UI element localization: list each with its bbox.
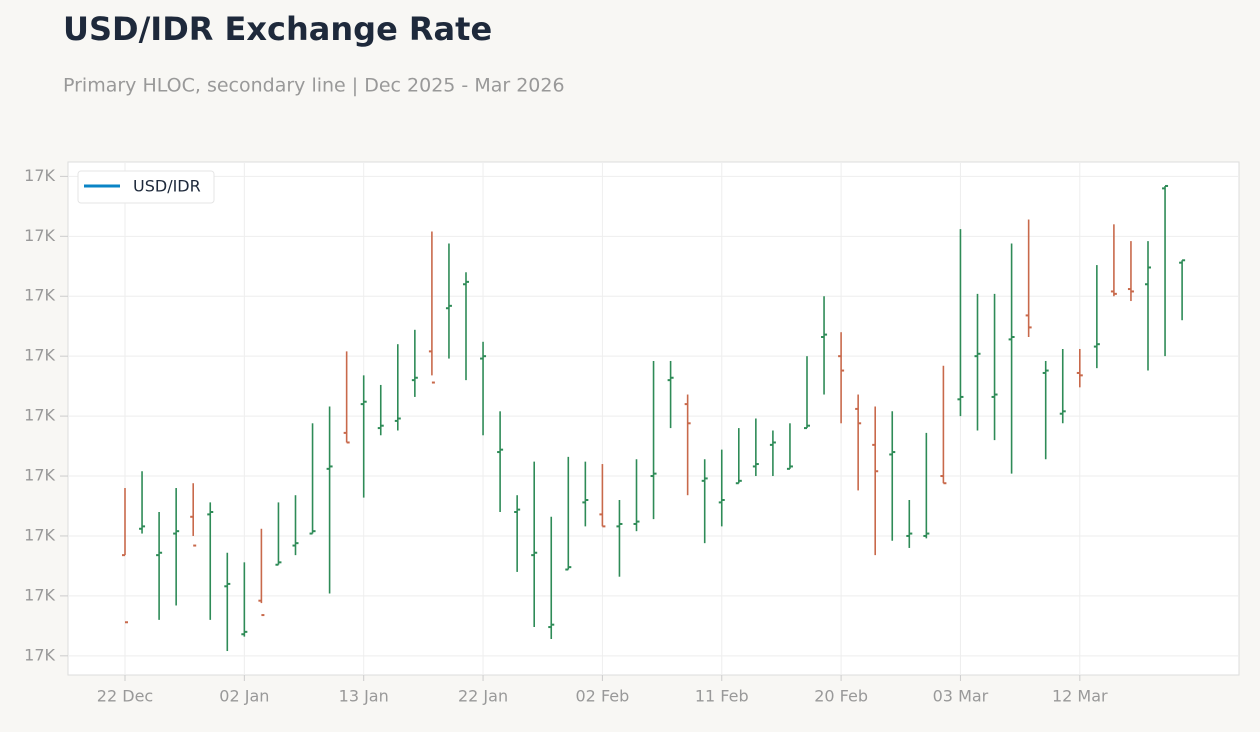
x-tick-label: 03 Mar [933,687,989,706]
chart-title: USD/IDR Exchange Rate [63,10,492,48]
y-tick-label: 17K [24,406,55,425]
y-tick-label: 17K [24,346,55,365]
x-tick-label: 12 Mar [1052,687,1108,706]
x-tick-label: 20 Feb [814,687,868,706]
x-tick-label: 02 Jan [219,687,269,706]
y-tick-label: 17K [24,466,55,485]
y-tick-label: 17K [24,286,55,305]
y-tick-label: 17K [24,645,55,664]
x-tick-label: 22 Jan [458,687,508,706]
x-tick-label: 22 Dec [97,687,153,706]
x-tick-label: 13 Jan [339,687,389,706]
y-tick-label: 17K [24,585,55,604]
x-tick-label: 11 Feb [695,687,749,706]
y-tick-label: 17K [24,166,55,185]
x-tick-label: 02 Feb [576,687,630,706]
y-tick-label: 17K [24,226,55,245]
y-tick-label: 17K [24,525,55,544]
chart-subtitle: Primary HLOC, secondary line | Dec 2025 … [63,75,565,97]
legend-box [77,170,215,204]
legend-label: USD/IDR [133,177,201,196]
